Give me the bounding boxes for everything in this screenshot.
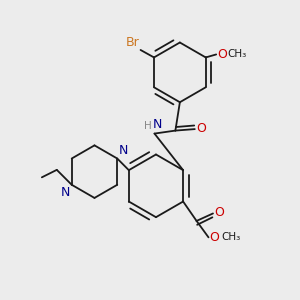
Text: CH₃: CH₃ <box>221 232 240 242</box>
Text: N: N <box>61 186 70 199</box>
Text: O: O <box>210 231 220 244</box>
Text: N: N <box>119 144 128 157</box>
Text: H: H <box>144 121 152 131</box>
Text: O: O <box>217 48 226 61</box>
Text: Br: Br <box>125 36 139 50</box>
Text: O: O <box>196 122 206 135</box>
Text: O: O <box>214 206 224 219</box>
Text: N: N <box>153 118 162 131</box>
Text: CH₃: CH₃ <box>227 50 247 59</box>
